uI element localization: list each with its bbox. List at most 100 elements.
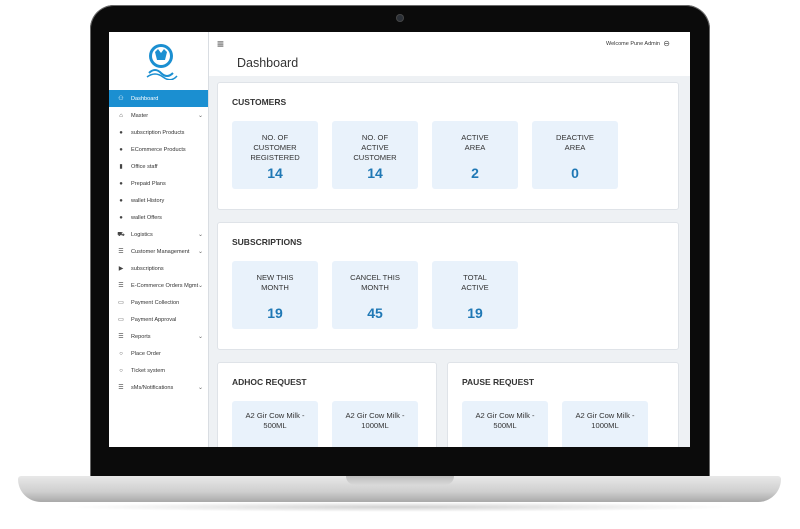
sidebar-item-wallet-history[interactable]: ● wallet History <box>109 192 208 209</box>
sidebar-item-label: sMs/Notifications <box>131 384 174 391</box>
screen: ⚇ Dashboard ⌂ Master ⌄ ● subscription Products… <box>109 32 690 447</box>
stat-value: 45 <box>367 305 383 321</box>
adhoc-request-card: ADHOC REQUEST A2 Gir Cow Milk - 500ML A2… <box>217 362 437 447</box>
customers-card: CUSTOMERS NO. OF CUSTOMER REGISTERED 14 … <box>217 82 679 210</box>
sidebar-item-master[interactable]: ⌂ Master ⌄ <box>109 107 208 124</box>
stat-card[interactable]: NO. OF ACTIVE CUSTOMER 14 <box>332 121 418 189</box>
sidebar-item-ecommerce-products[interactable]: ● ECommerce Products <box>109 141 208 158</box>
stat-value: 2 <box>471 165 479 181</box>
stat-card[interactable]: NEW THIS MONTH 19 <box>232 261 318 329</box>
pause-request-card: PAUSE REQUEST A2 Gir Cow Milk - 500ML A2… <box>447 362 679 447</box>
welcome-text: Welcome Pune Admin <box>605 41 660 47</box>
sidebar-item-wallet-offers[interactable]: ● wallet Offers <box>109 209 208 226</box>
sidebar-item-place-order[interactable]: ○ Place Order <box>109 345 208 362</box>
stat-label: TOTAL ACTIVE <box>461 273 489 292</box>
sidebar-item-logistics[interactable]: ⛟ Logistics ⌄ <box>109 226 208 243</box>
camera-icon <box>396 14 404 22</box>
product-label: A2 Gir Cow Milk - 500ML <box>475 411 535 430</box>
sidebar-item-subscription-products[interactable]: ● subscription Products <box>109 124 208 141</box>
circle-icon: ● <box>119 129 123 136</box>
sidebar-item-label: Logistics <box>131 231 153 238</box>
circle-icon: ● <box>119 146 123 153</box>
sidebar-item-label: Prepaid Plans <box>131 180 166 187</box>
circle-icon: ○ <box>119 350 123 357</box>
sidebar-item-label: Reports <box>131 333 151 340</box>
truck-icon: ⛟ <box>117 231 125 238</box>
sidebar-item-e-commerce-orders-mgmt[interactable]: ☰ E-Commerce Orders Mgmt ⌄ <box>109 277 208 294</box>
sidebar-item-label: Customer Management <box>131 248 190 255</box>
payment-icon: ▭ <box>118 300 124 306</box>
stat-value: 14 <box>267 165 283 181</box>
product-label: A2 Gir Cow Milk - 1000ML <box>575 411 635 430</box>
sidebar-menu: ⚇ Dashboard ⌂ Master ⌄ ● subscription Products… <box>109 90 208 396</box>
office-icon: ▮ <box>119 164 123 170</box>
customers-title: CUSTOMERS <box>232 97 287 107</box>
page-title: Dashboard <box>237 56 299 70</box>
sidebar-item-label: Dashboard <box>131 95 159 102</box>
dashboard-icon: ⚇ <box>118 96 124 102</box>
stat-label: DEACTIVE AREA <box>556 133 594 152</box>
chevron-down-icon: ⌄ <box>197 385 203 391</box>
circle-icon: ● <box>119 180 123 187</box>
sidebar-item-sms-notifications[interactable]: ☰ sMs/Notifications ⌄ <box>109 379 208 396</box>
product-card[interactable]: A2 Gir Cow Milk - 500ML <box>462 401 548 447</box>
logout-icon[interactable]: ⊖ <box>663 39 670 48</box>
stat-card[interactable]: DEACTIVE AREA 0 <box>532 121 618 189</box>
play-icon: ▶ <box>118 266 124 272</box>
sidebar-item-prepaid-plans[interactable]: ● Prepaid Plans <box>109 175 208 192</box>
sidebar-item-label: Payment Approval <box>131 316 177 323</box>
sidebar-item-label: Master <box>131 112 149 119</box>
list-icon: ☰ <box>118 334 124 340</box>
stat-card[interactable]: ACTIVE AREA 2 <box>432 121 518 189</box>
payment-icon: ▭ <box>118 317 124 323</box>
sidebar-item-label: ECommerce Products <box>131 146 186 153</box>
stat-value: 14 <box>367 165 383 181</box>
circle-icon: ● <box>119 214 123 221</box>
stat-label: CANCEL THIS MONTH <box>350 273 400 292</box>
stat-value: 19 <box>467 305 483 321</box>
sidebar-item-label: subscription Products <box>131 129 185 136</box>
subscriptions-card: SUBSCRIPTIONS NEW THIS MONTH 19 CANCEL T… <box>217 222 679 350</box>
sidebar-item-label: subscriptions <box>131 265 164 272</box>
hamburger-menu-icon[interactable]: ≡ <box>217 37 225 51</box>
laptop-notch <box>346 476 454 485</box>
stat-card[interactable]: CANCEL THIS MONTH 45 <box>332 261 418 329</box>
stat-label: NO. OF ACTIVE CUSTOMER <box>353 133 397 162</box>
stat-label: ACTIVE AREA <box>461 133 489 152</box>
product-card[interactable]: A2 Gir Cow Milk - 500ML <box>232 401 318 447</box>
circle-icon: ○ <box>119 367 123 374</box>
sidebar-item-payment-approval[interactable]: ▭ Payment Approval <box>109 311 208 328</box>
list-icon: ☰ <box>118 249 124 255</box>
product-label: A2 Gir Cow Milk - 1000ML <box>345 411 405 430</box>
chevron-down-icon: ⌄ <box>197 334 203 340</box>
chevron-down-icon: ⌄ <box>197 232 203 238</box>
topbar: ≡ Welcome Pune Admin ⊖ Dashboard <box>209 32 690 76</box>
sidebar-item-subscriptions[interactable]: ▶ subscriptions <box>109 260 208 277</box>
sidebar-item-label: Ticket system <box>131 367 165 374</box>
sidebar-item-label: E-Commerce Orders Mgmt <box>131 282 199 289</box>
sidebar-item-label: Office staff <box>131 163 158 170</box>
sidebar-item-reports[interactable]: ☰ Reports ⌄ <box>109 328 208 345</box>
stat-label: NEW THIS MONTH <box>256 273 294 292</box>
list-icon: ☰ <box>118 283 124 289</box>
sidebar-item-customer-management[interactable]: ☰ Customer Management ⌄ <box>109 243 208 260</box>
stat-card[interactable]: TOTAL ACTIVE 19 <box>432 261 518 329</box>
sidebar-item-dashboard[interactable]: ⚇ Dashboard <box>109 90 208 107</box>
sidebar-item-payment-collection[interactable]: ▭ Payment Collection <box>109 294 208 311</box>
building-icon: ⌂ <box>119 112 123 119</box>
sidebar-item-ticket-system[interactable]: ○ Ticket system <box>109 362 208 379</box>
sidebar: ⚇ Dashboard ⌂ Master ⌄ ● subscription Products… <box>109 32 209 447</box>
sidebar-item-office-staff[interactable]: ▮ Office staff <box>109 158 208 175</box>
stat-value: 0 <box>571 165 579 181</box>
brand-logo <box>146 44 178 80</box>
subscriptions-title: SUBSCRIPTIONS <box>232 237 302 247</box>
list-icon: ☰ <box>118 385 124 391</box>
sidebar-item-label: Payment Collection <box>131 299 180 306</box>
product-card[interactable]: A2 Gir Cow Milk - 1000ML <box>562 401 648 447</box>
pause-request-title: PAUSE REQUEST <box>462 377 535 387</box>
laptop-shadow <box>60 502 740 512</box>
stat-card[interactable]: NO. OF CUSTOMER REGISTERED 14 <box>232 121 318 189</box>
product-label: A2 Gir Cow Milk - 500ML <box>245 411 305 430</box>
stat-value: 19 <box>267 305 283 321</box>
product-card[interactable]: A2 Gir Cow Milk - 1000ML <box>332 401 418 447</box>
